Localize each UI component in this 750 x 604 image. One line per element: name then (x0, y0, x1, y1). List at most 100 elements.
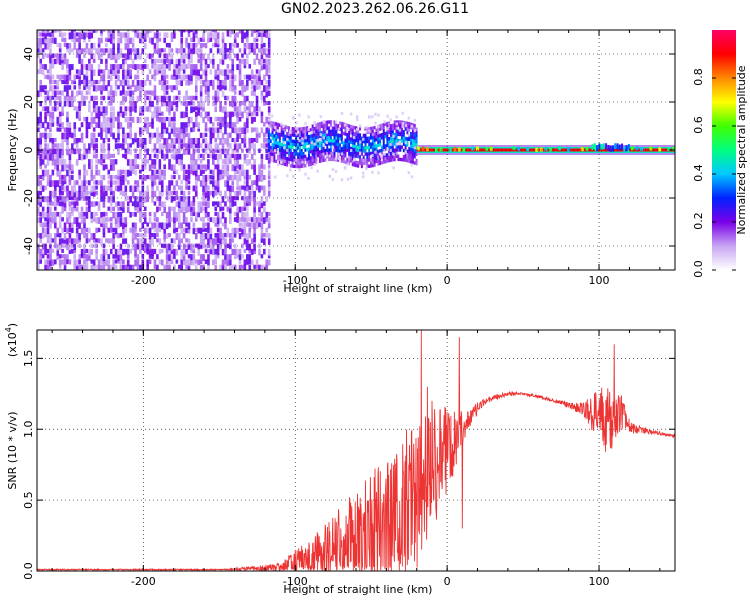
spectrogram-cell (357, 161, 360, 165)
spectrogram-cell (391, 123, 394, 128)
spectrogram-cell (226, 53, 230, 59)
spectrogram-cell (54, 211, 57, 218)
spectrogram-cell (185, 174, 188, 182)
spectrogram-cell (263, 143, 266, 149)
spectrogram-cell (54, 243, 57, 249)
spectrogram-cell (119, 254, 123, 261)
spectrogram-cell (248, 106, 252, 114)
spectrogram-cell (282, 127, 285, 132)
spectrogram-cell (284, 143, 287, 148)
spectrogram-cell (41, 185, 45, 192)
spectrogram-cell (278, 123, 281, 127)
spectrogram-cell (295, 136, 298, 141)
spectrogram-cell (158, 116, 162, 123)
spectrogram-cell (357, 129, 360, 134)
spectrogram-cell (66, 227, 69, 234)
spectrogram-cell (68, 127, 72, 134)
spectrogram-cell (68, 174, 72, 182)
spectrogram-cell (102, 148, 106, 154)
spectrogram-cell (382, 126, 385, 130)
spectrogram-cell (158, 174, 162, 182)
spectrogram-cell (190, 259, 193, 266)
spectrogram-cell (411, 138, 414, 143)
spectrogram-cell (119, 233, 123, 238)
spectrogram-cell (229, 196, 232, 203)
spectrogram-cell (286, 156, 289, 161)
spectrogram-cell (340, 128, 343, 132)
spectrogram-cell (78, 85, 81, 90)
spectrogram-cell (310, 130, 313, 134)
spectrogram-cell (39, 196, 43, 203)
spectrogram-cell (253, 222, 256, 230)
spectrogram-cell (153, 174, 157, 180)
spectrogram-cell (139, 233, 142, 238)
spectrogram-cell (324, 130, 327, 134)
spectrogram-cell (100, 132, 103, 140)
spectrogram-cell (229, 116, 232, 124)
spectrogram-cell (158, 132, 162, 138)
spectrogram-cell (226, 233, 230, 238)
spectrogram-cell (146, 95, 149, 101)
spectrogram-cell (216, 74, 220, 81)
spectrogram-cell (241, 101, 244, 106)
spectrogram-cell (371, 142, 374, 146)
spectrogram-cell (255, 53, 259, 60)
spectrogram-cell (122, 180, 125, 186)
spectrogram-cell (397, 157, 400, 162)
spectrogram-cell (105, 238, 108, 243)
spectrogram-cell (558, 146, 562, 151)
spectrogram-cell (158, 201, 162, 207)
spectrogram-cell (92, 211, 96, 219)
spectrogram-cell (209, 69, 213, 75)
spectrogram-cell (241, 222, 244, 230)
spectrogram-cell (621, 143, 624, 150)
spectrogram-cell (326, 142, 329, 146)
spectrogram-cell (131, 201, 135, 207)
spectrogram-cell (73, 196, 77, 201)
spectrogram-cell (37, 69, 40, 74)
spectrogram-cell (209, 153, 213, 159)
spectrogram-cell (41, 53, 45, 60)
spectrogram-cell (153, 42, 157, 49)
spectrogram-cell (139, 201, 142, 208)
spectrogram-cell (173, 138, 176, 145)
spectrogram-cell (211, 58, 215, 65)
spectrogram-cell (333, 148, 336, 152)
spectrogram-cell (131, 164, 135, 171)
spectrogram-cell (56, 127, 60, 132)
spectrogram-cell (102, 227, 106, 235)
spectrogram-cell (282, 143, 285, 147)
spectrogram-cell (190, 206, 193, 212)
spectrogram-cell (207, 233, 210, 239)
spectrogram-cell (326, 132, 329, 137)
spectrogram-cell (131, 190, 135, 198)
spectrogram-cell (236, 180, 239, 188)
spectrogram-cell (224, 69, 227, 76)
spectrogram-cell (233, 174, 237, 180)
spectrogram-cell (400, 145, 403, 149)
spectrogram-cell (112, 122, 115, 129)
spectrogram-cell (386, 143, 389, 148)
spectrogram-cell (224, 111, 227, 118)
spectrogram-cell (544, 146, 548, 151)
spectrogram-cell (349, 152, 352, 157)
spectrogram-cell (63, 238, 67, 244)
spectrogram-cell (384, 144, 387, 148)
spectrogram-cell (109, 106, 113, 112)
spectrogram-cell (51, 95, 55, 100)
spectrogram-cell (298, 164, 301, 169)
spectrogram-cell (273, 140, 276, 144)
spectrogram-cell (221, 164, 225, 170)
spectrogram-cell (351, 125, 354, 129)
spectrogram-cell (246, 259, 249, 265)
spectrogram-cell (175, 196, 179, 201)
spectrogram-cell (258, 174, 261, 182)
spectrogram-cell (315, 160, 318, 165)
spectrogram-cell (326, 151, 329, 156)
spectrogram-cell (287, 151, 290, 155)
spectrogram-cell (202, 37, 205, 42)
spectrogram-cell (170, 138, 174, 144)
spectrogram-cell (44, 259, 47, 265)
spectrogram-cell (109, 32, 113, 38)
spectrogram-cell (187, 116, 191, 124)
